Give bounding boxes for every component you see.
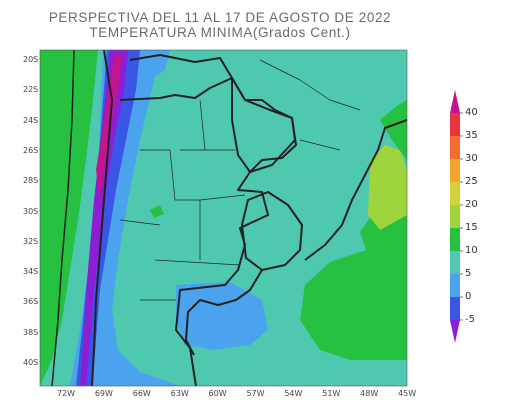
brazil-coast-green (380, 100, 407, 160)
legend-tick-label: 0 (465, 291, 472, 302)
pacific-green-zone (40, 50, 98, 386)
legend-tick-label: 20 (465, 199, 478, 210)
brazil-coast (304, 119, 407, 261)
lat-label: 38S (23, 327, 39, 337)
lon-label: 51W (322, 389, 341, 398)
lon-label: 66W (132, 389, 151, 398)
legend-tick-label: -5 (465, 314, 475, 325)
paraguay-border (231, 77, 297, 173)
lat-label: 26S (23, 145, 39, 155)
legend-swatch (450, 136, 460, 159)
legend-swatch (450, 90, 460, 113)
lat-label: 20S (23, 55, 39, 64)
legend-swatch (450, 320, 460, 343)
andes-purple-zone (80, 50, 128, 386)
legend-tick-label: 25 (465, 176, 478, 187)
lat-label: 40S (23, 358, 39, 367)
legend-tick-label: 35 (465, 130, 478, 141)
chaco-blue-patch (148, 50, 170, 80)
legend-swatch (450, 205, 460, 228)
title-line-1: PERSPECTIVA DEL 11 AL 17 DE AGOSTO DE 20… (48, 10, 392, 25)
atlantic-light-green (368, 145, 407, 230)
lon-label: 57W (246, 389, 265, 398)
legend-swatch (450, 159, 460, 182)
lon-label: 60W (208, 389, 227, 398)
lat-label: 24S (23, 115, 39, 125)
legend-swatch (450, 113, 460, 136)
atlantic-green-zone (300, 205, 407, 360)
legend-tick-label: 30 (465, 153, 478, 164)
uruguay-border (241, 191, 303, 271)
lat-label: 32S (23, 236, 39, 246)
patagonia-blue-patch (176, 282, 268, 350)
legend-swatch (450, 297, 460, 320)
lon-label: 72W (56, 389, 76, 398)
lon-label: 48W (360, 389, 379, 398)
color-legend (450, 90, 463, 343)
cordoba-green-spot (150, 205, 164, 218)
lon-label: 69W (94, 389, 113, 398)
argentina-border (119, 77, 296, 386)
legend-tick-label: 40 (465, 107, 478, 118)
map-frame (39, 49, 408, 387)
andes-border (91, 50, 113, 386)
legend-swatch (450, 251, 460, 274)
legend-tick-label: 15 (465, 222, 478, 233)
lat-label: 28S (23, 176, 39, 186)
lat-label: 36S (23, 297, 39, 307)
lat-label: 30S (23, 206, 39, 216)
legend-swatch (450, 182, 460, 205)
province-lines (119, 59, 361, 301)
lon-label: 54W (284, 389, 303, 398)
lat-label: 22S (23, 85, 39, 95)
lat-label: 34S (23, 267, 39, 277)
bolivia-border (129, 54, 233, 79)
legend-tick-label: 5 (465, 268, 472, 279)
lon-label: 45W (398, 389, 417, 398)
legend-swatch (450, 274, 460, 297)
buenos-aires-coast (185, 269, 263, 356)
chile-coast (51, 50, 75, 386)
lon-label: 63W (170, 389, 189, 398)
legend-swatch (450, 228, 460, 251)
title-line-2: TEMPERATURA MINIMA(Grados Cent.) (89, 25, 351, 40)
legend-tick-label: 10 (465, 245, 478, 256)
